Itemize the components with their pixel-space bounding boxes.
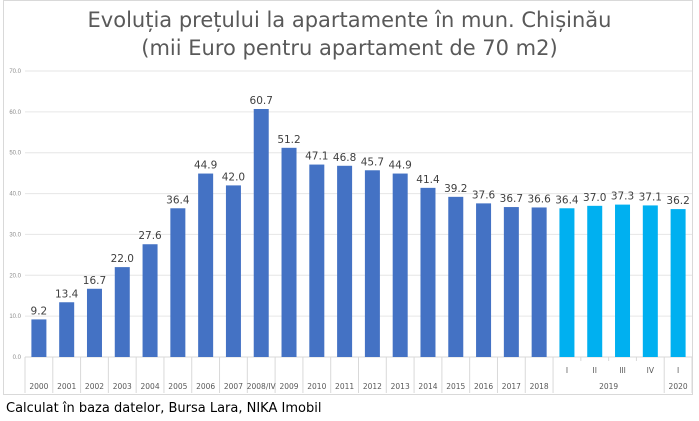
data-label: 39.2 [444,183,467,195]
x-tick-label: IV [647,366,655,375]
data-label: 44.9 [194,160,217,172]
data-label: 45.7 [361,156,384,168]
data-label: 36.4 [166,194,190,206]
x-tick-label: 2012 [363,382,382,391]
x-tick-label: 2005 [168,382,187,391]
bar [420,187,436,357]
source-note: Calculat în baza datelor, Bursa Lara, NI… [6,401,322,416]
x-tick-label: 2007 [224,382,243,391]
data-label: 36.7 [500,193,523,205]
x-tick-label: 2001 [57,382,76,391]
bar [559,208,575,357]
x-tick-label: 2018 [530,382,549,391]
bar [142,244,158,357]
data-label: 22.0 [111,253,134,265]
bar [392,173,408,357]
bar [364,170,380,357]
y-tick-label: 40.0 [9,192,21,198]
bar [615,204,631,357]
y-tick-label: 70.0 [9,69,21,75]
bar [531,207,547,357]
data-label: 60.7 [250,95,273,107]
data-label: 36.2 [666,195,689,207]
x-tick-label: 2014 [418,382,437,391]
data-label: 16.7 [83,275,106,287]
data-label: 37.6 [472,189,496,201]
chart-frame [3,0,693,395]
data-label: 27.6 [138,230,162,242]
title-line-1: Evoluția prețului la apartamente în mun.… [87,8,612,32]
x-tick-label: 2017 [502,382,521,391]
bar [281,147,297,357]
x-tick-label: 2003 [113,382,132,391]
data-label: 51.2 [277,134,300,146]
data-label: 37.1 [639,191,662,203]
x-tick-label: 2009 [279,382,298,391]
y-tick-label: 60.0 [9,110,21,116]
x-tick-label: 2011 [335,382,354,391]
bar [476,203,492,357]
x-tick-label: 2000 [29,382,48,391]
bar [114,267,130,357]
data-label: 13.4 [55,288,79,300]
bar [86,288,102,357]
bar [253,108,269,357]
bar [59,302,75,357]
data-label: 37.0 [583,192,606,204]
bar [670,209,686,357]
x-group-label: 2019 [599,382,618,391]
chart-title: Evoluția prețului la apartamente în mun.… [0,6,699,62]
x-tick-label: 2015 [446,382,465,391]
x-tick-label: 2006 [196,382,215,391]
bar [170,208,186,357]
data-label: 37.3 [611,191,634,203]
x-tick-label: 2016 [474,382,493,391]
data-label: 41.4 [416,174,440,186]
data-label: 46.8 [333,152,356,164]
title-line-2: (mii Euro pentru apartament de 70 m2) [141,36,558,60]
y-tick-label: 30.0 [9,232,21,238]
x-tick-label: 2002 [85,382,104,391]
bar [337,165,353,357]
x-tick-label: III [619,366,626,375]
bar-chart: 0.0 10.0 20.0 30.0 40.0 50.0 60.0 70.0 9.2 2000 13… [9,69,693,393]
data-label: 47.1 [305,151,328,163]
y-tick-label: 10.0 [9,314,21,320]
bar [31,319,47,357]
bar [309,164,325,357]
y-tick-label: 20.0 [9,273,21,279]
bar [448,196,464,357]
y-tick-label: 50.0 [9,151,21,157]
bar [503,207,519,357]
x-tick-label: 2004 [141,382,160,391]
bar [587,205,603,357]
x-tick-label: II [593,366,597,375]
bar [225,185,241,357]
x-group-label: 2020 [669,382,688,391]
data-label: 42.0 [222,171,245,183]
bar [642,205,658,357]
x-tick-label: I [566,366,568,375]
y-tick-label: 0.0 [13,355,22,361]
data-label: 36.4 [555,194,579,206]
x-tick-label: 2010 [307,382,326,391]
x-tick-label: 2013 [391,382,410,391]
data-label: 36.6 [527,193,551,205]
data-label: 44.9 [388,160,411,172]
bar [198,173,214,357]
data-label: 9.2 [31,305,48,317]
x-tick-label: 2008/IV [247,382,277,391]
x-tick-label: I [677,366,679,375]
